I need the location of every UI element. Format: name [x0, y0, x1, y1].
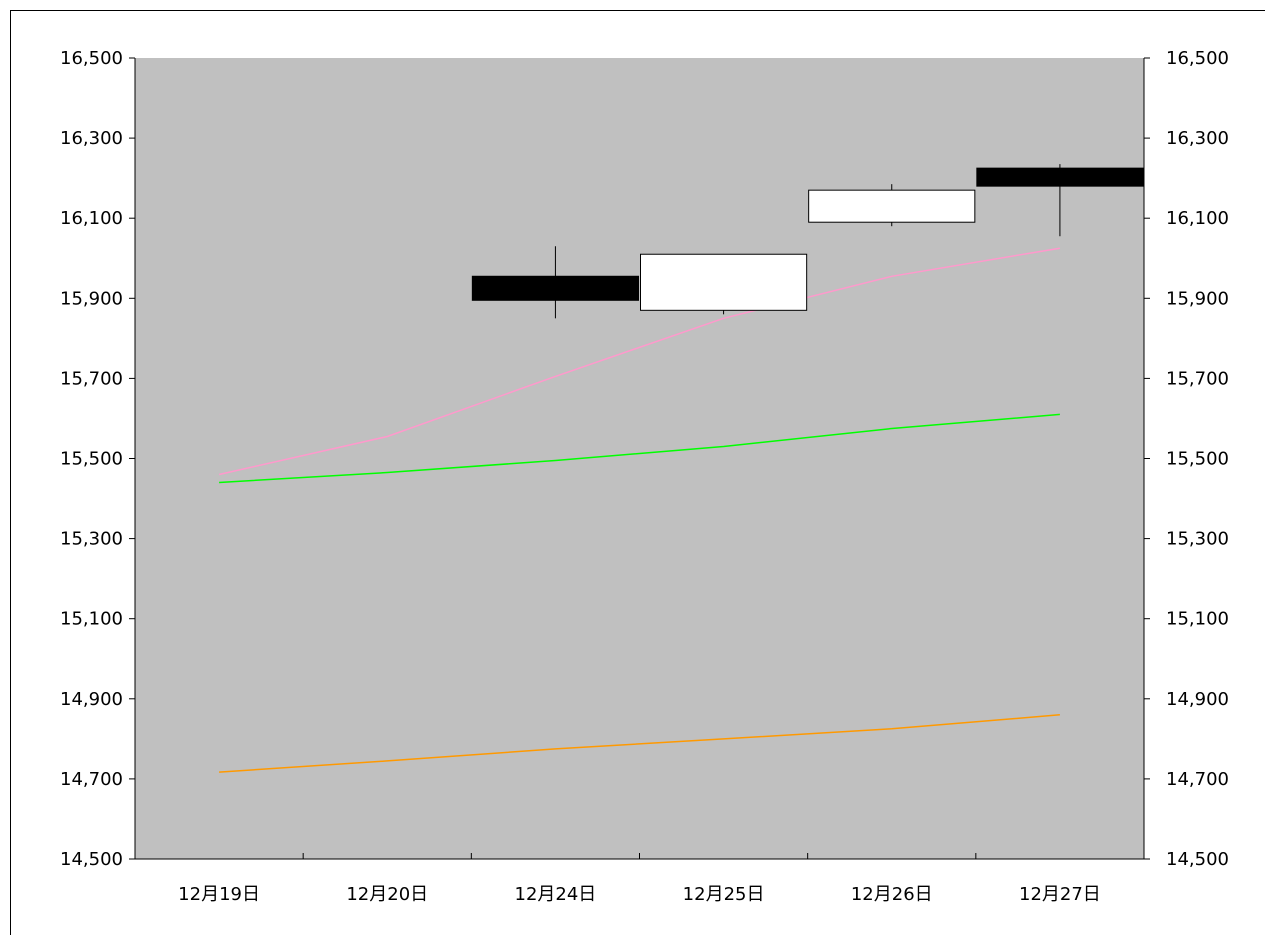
x-tick-label: 12月25日	[683, 884, 765, 905]
y-tick-label-left: 15,900	[60, 288, 123, 309]
y-tick-label-right: 16,500	[1166, 48, 1229, 69]
candle-body	[641, 254, 807, 310]
y-tick-label-left: 15,700	[60, 368, 123, 389]
y-tick-label-left: 16,500	[60, 48, 123, 69]
y-tick-label-right: 15,700	[1166, 368, 1229, 389]
x-tick-label: 12月19日	[178, 884, 260, 905]
y-tick-label-left: 14,500	[60, 849, 123, 870]
y-tick-label-right: 15,900	[1166, 288, 1229, 309]
y-tick-label-left: 16,100	[60, 208, 123, 229]
x-tick-label: 12月20日	[346, 884, 428, 905]
candle-body	[977, 168, 1143, 186]
y-tick-label-right: 15,300	[1166, 529, 1229, 550]
y-tick-label-right: 16,300	[1166, 128, 1229, 149]
y-tick-label-left: 15,100	[60, 609, 123, 630]
y-tick-label-left: 14,900	[60, 689, 123, 710]
y-tick-label-right: 16,100	[1166, 208, 1229, 229]
x-tick-label: 12月27日	[1019, 884, 1101, 905]
y-tick-label-right: 14,900	[1166, 689, 1229, 710]
y-tick-label-right: 15,100	[1166, 609, 1229, 630]
x-tick-label: 12月26日	[851, 884, 933, 905]
y-tick-label-left: 14,700	[60, 769, 123, 790]
y-tick-label-left: 16,300	[60, 128, 123, 149]
y-tick-label-left: 15,500	[60, 449, 123, 470]
y-tick-label-right: 15,500	[1166, 449, 1229, 470]
y-tick-label-right: 14,700	[1166, 769, 1229, 790]
candle-body	[472, 276, 638, 300]
y-tick-label-left: 15,300	[60, 529, 123, 550]
y-tick-label-right: 14,500	[1166, 849, 1229, 870]
candle-body	[809, 190, 975, 222]
x-tick-label: 12月24日	[515, 884, 597, 905]
